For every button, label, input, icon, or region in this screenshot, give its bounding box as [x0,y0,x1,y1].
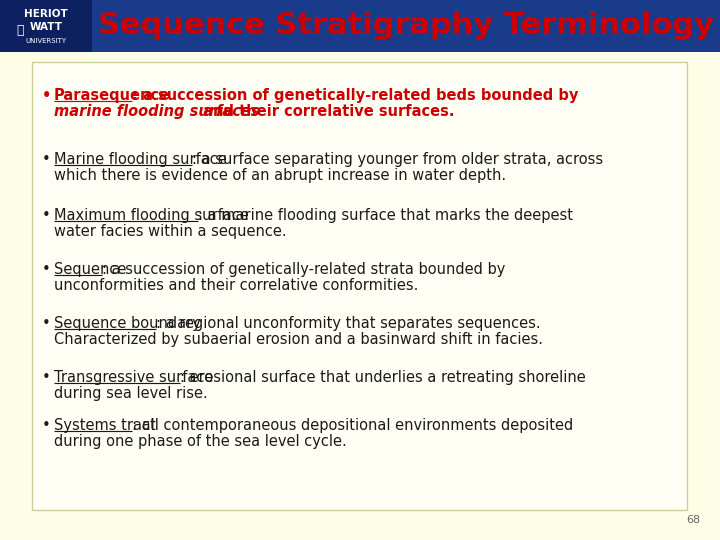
Text: Sequence: Sequence [54,262,127,277]
Text: : a marine flooding surface that marks the deepest: : a marine flooding surface that marks t… [198,208,573,223]
Text: Maximum flooding surface: Maximum flooding surface [54,208,248,223]
Text: •: • [42,316,50,331]
Text: UNIVERSITY: UNIVERSITY [25,38,66,44]
Text: : a regional unconformity that separates sequences.: : a regional unconformity that separates… [156,316,541,331]
Text: which there is evidence of an abrupt increase in water depth.: which there is evidence of an abrupt inc… [54,168,506,183]
Text: •: • [42,208,50,223]
Text: Characterized by subaerial erosion and a basinward shift in facies.: Characterized by subaerial erosion and a… [54,332,543,347]
Bar [0,0,92,52]
Text: Parasequence: Parasequence [54,88,170,103]
Text: •: • [42,418,50,433]
Bar [0,0,720,52]
Text: •: • [42,262,50,277]
Text: : erosional surface that underlies a retreating shoreline: : erosional surface that underlies a ret… [180,370,586,385]
Text: : a surface separating younger from older strata, across: : a surface separating younger from olde… [192,152,603,167]
Text: Marine flooding surface: Marine flooding surface [54,152,227,167]
Text: 68: 68 [686,515,700,525]
Text: : a succession of genetically-related beds bounded by: : a succession of genetically-related be… [132,88,578,103]
Text: •: • [42,88,51,103]
Text: and their correlative surfaces.: and their correlative surfaces. [197,104,454,119]
Text: Sequence boundary: Sequence boundary [54,316,201,331]
Text: water facies within a sequence.: water facies within a sequence. [54,224,287,239]
Text: •: • [42,370,50,385]
Text: during one phase of the sea level cycle.: during one phase of the sea level cycle. [54,434,347,449]
Text: Transgressive surface: Transgressive surface [54,370,213,385]
Text: HERIOT: HERIOT [24,9,68,19]
Text: Sequence Stratigraphy Terminology: Sequence Stratigraphy Terminology [98,11,714,40]
Text: •: • [42,152,50,167]
Text: marine flooding surfaces: marine flooding surfaces [54,104,259,119]
Text: ⛨: ⛨ [17,24,24,37]
Text: during sea level rise.: during sea level rise. [54,386,208,401]
Text: : a succession of genetically-related strata bounded by: : a succession of genetically-related st… [102,262,505,277]
Text: Systems tract: Systems tract [54,418,156,433]
Text: : all contemporaneous depositional environments deposited: : all contemporaneous depositional envir… [132,418,573,433]
Text: unconformities and their correlative conformities.: unconformities and their correlative con… [54,278,418,293]
Text: WATT: WATT [30,22,63,32]
FancyBboxPatch shape [32,62,687,510]
